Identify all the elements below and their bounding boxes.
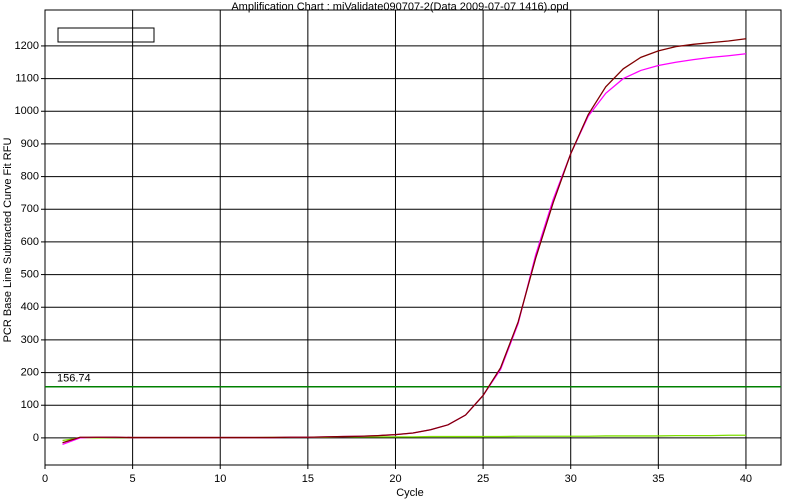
y-tick-label: 400	[21, 301, 39, 313]
legend-box	[57, 27, 155, 43]
y-axis-label: PCR Base Line Subtracted Curve Fit RFU	[2, 138, 14, 343]
x-axis-label: Cycle	[396, 487, 424, 499]
y-tick-label: 500	[21, 268, 39, 280]
y-tick-label: 1100	[15, 72, 39, 84]
x-tick-label: 0	[42, 473, 48, 485]
y-tick-label: 1000	[15, 105, 39, 117]
y-tick-label: 900	[21, 138, 39, 150]
y-tick-label: 0	[33, 432, 39, 444]
x-tick-label: 30	[565, 473, 577, 485]
y-tick-label: 700	[21, 203, 39, 215]
threshold-label: 156.74	[57, 373, 91, 385]
plot-border	[44, 9, 782, 466]
x-tick-label: 10	[214, 473, 226, 485]
y-tick-label: 100	[21, 399, 39, 411]
series-line	[62, 38, 747, 444]
y-tick-label: 800	[21, 170, 39, 182]
x-tick-label: 40	[740, 473, 752, 485]
y-tick-label: 600	[21, 236, 39, 248]
y-tick-label: 300	[21, 334, 39, 346]
chart-title: Amplification Chart : miValidate090707-2…	[231, 1, 568, 13]
x-tick-label: 15	[302, 473, 314, 485]
y-tick-label: 200	[21, 366, 39, 378]
x-tick-label: 5	[130, 473, 136, 485]
x-tick-label: 35	[652, 473, 664, 485]
y-tick-label: 1200	[15, 40, 39, 52]
x-tick-label: 20	[389, 473, 401, 485]
x-tick-label: 25	[477, 473, 489, 485]
